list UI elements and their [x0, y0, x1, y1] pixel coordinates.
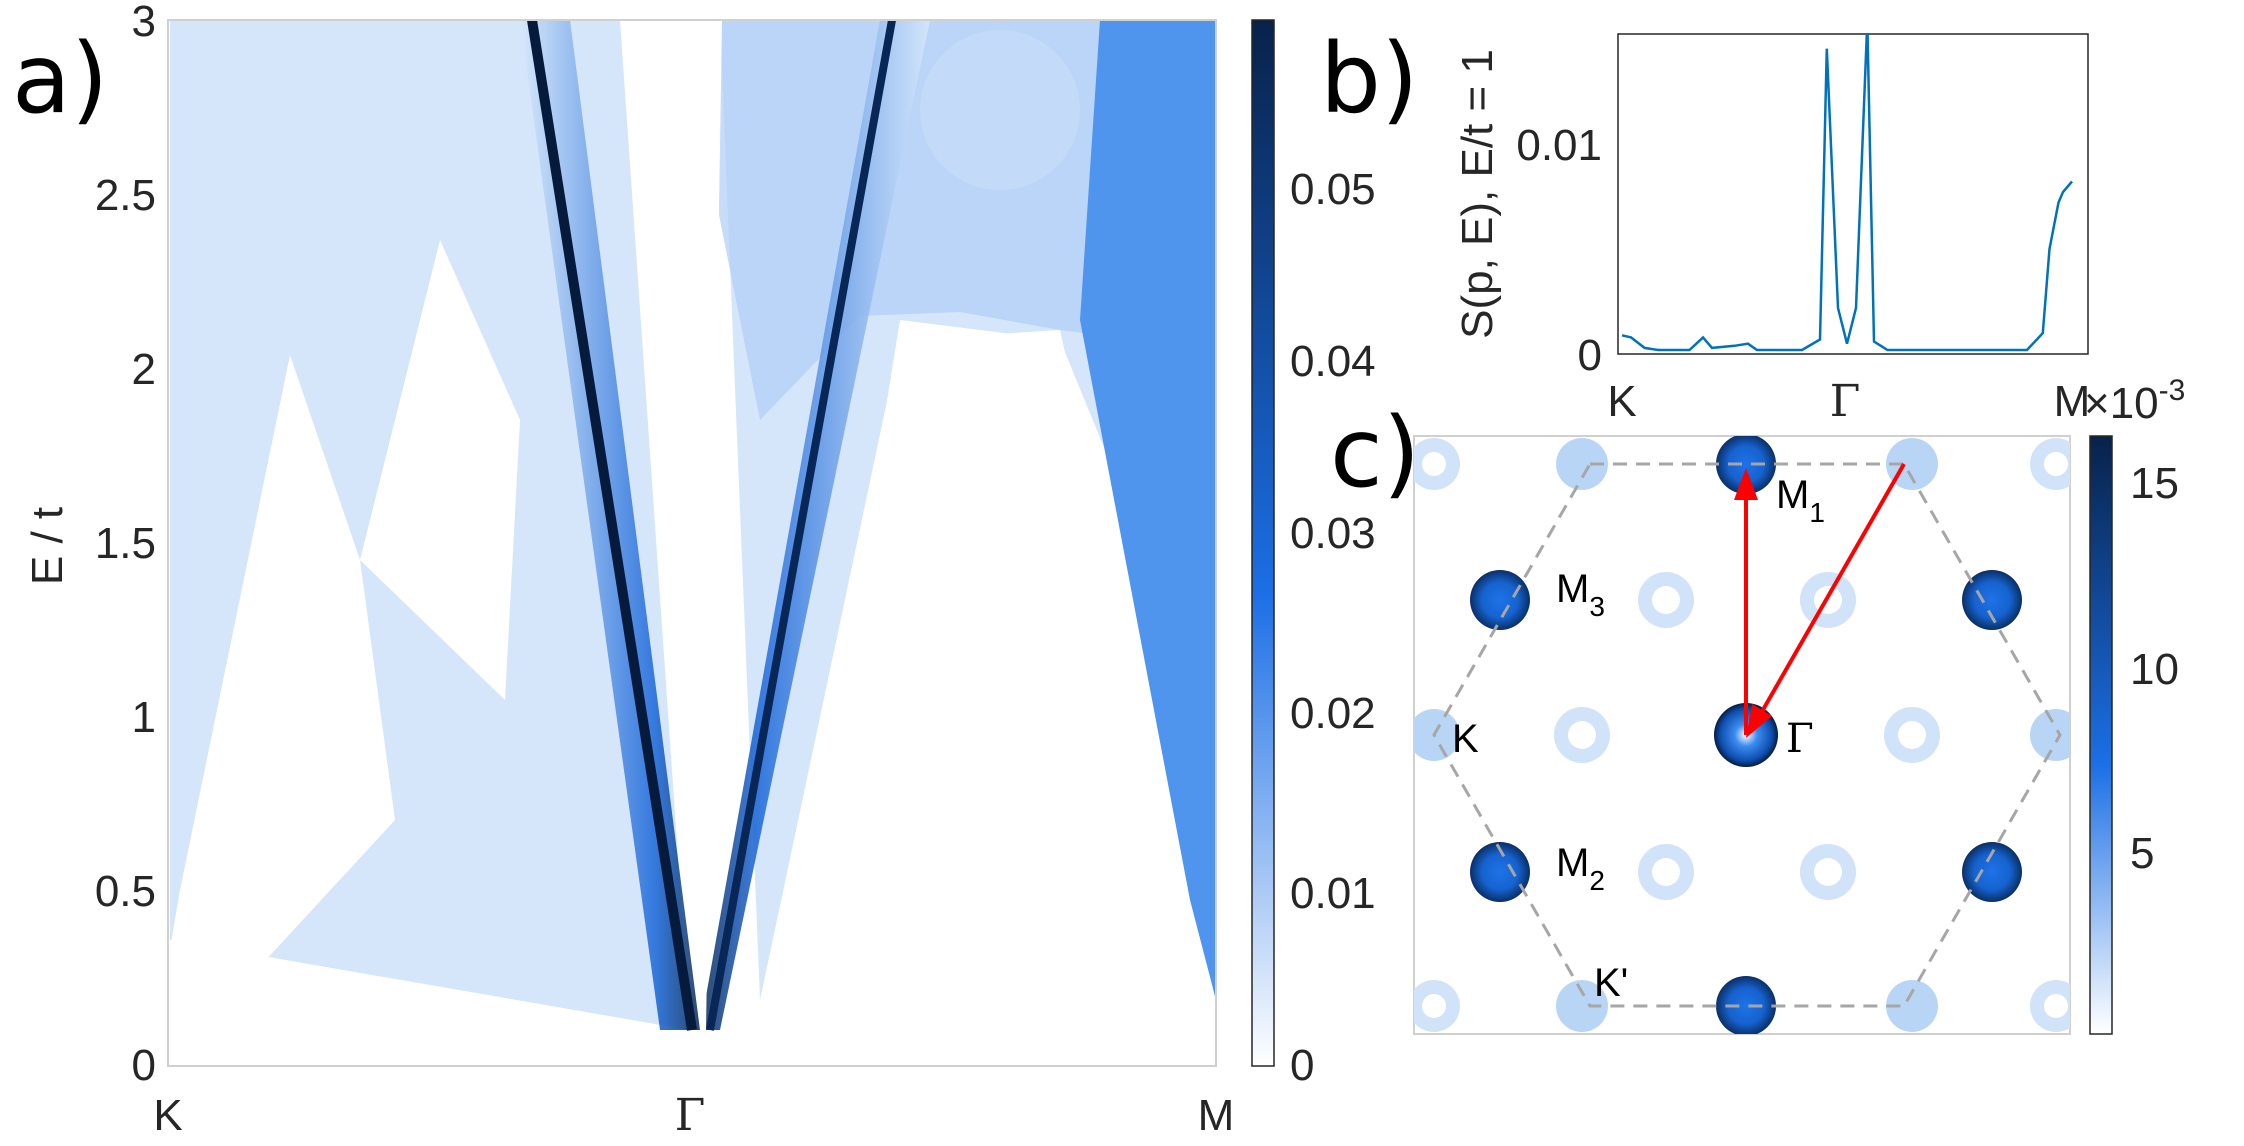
panel-a-colorbar: 0 0.01 0.02 0.03 0.04 0.05	[1251, 19, 1376, 1090]
label-M1: M1	[1776, 473, 1825, 528]
weak-spot-core	[1898, 721, 1926, 749]
panel-a-ytick-4: 2	[132, 345, 156, 394]
label-M2: M2	[1556, 841, 1605, 896]
panel-a-x-ticks: K Γ M	[153, 1090, 1234, 1141]
panel-c-map	[1414, 436, 2070, 1034]
panel-c-labels: M1 M3 M2 K K' Γ	[1452, 473, 1825, 1005]
gamma-column	[680, 20, 722, 1030]
panel-b-ytick-1: 0.01	[1516, 121, 1602, 170]
panel-a-colorbar-bar	[1251, 19, 1275, 1067]
label-Kp: K'	[1594, 961, 1628, 1005]
panel-b-series-line	[1621, 34, 2073, 352]
weak-spot-core	[1422, 452, 1446, 476]
panel-a-cbtick-4: 0.04	[1290, 337, 1376, 386]
hole-right	[780, 320, 1216, 1066]
panel-a-letter: a)	[12, 23, 108, 135]
arrow-gamma-Kp-head	[1746, 704, 1772, 738]
weak-spot-core	[1422, 994, 1446, 1018]
panel-c-colorbar: 5 10 15 ×10-3	[2084, 374, 2185, 1035]
weak-spot-core	[2044, 994, 2068, 1018]
label-Gamma: Γ	[1786, 716, 1814, 762]
arrow-gamma-M1-head	[1734, 468, 1758, 500]
panel-b-letter: b)	[1320, 23, 1418, 135]
weak-spot-core	[1814, 858, 1842, 886]
strong-spot-right-lower	[1962, 842, 2022, 902]
panel-c-arrows	[1734, 463, 1906, 738]
panel-a-ytick-0: 0	[132, 1041, 156, 1090]
panel-a-ytick-1: 0.5	[95, 867, 156, 916]
strong-spot-M1-top	[1716, 436, 1776, 494]
panel-c-colorbar-bar	[2089, 435, 2113, 1035]
panel-c-colorbar-exponent: ×10-3	[2084, 374, 2185, 428]
panel-a-cbtick-0: 0	[1290, 1041, 1314, 1090]
weak-spot	[2030, 709, 2070, 761]
panel-a-xtick-Gamma: Γ	[675, 1090, 706, 1141]
strong-spot-M2	[1470, 842, 1530, 902]
panel-b: b) 0 0.01 S(p, E), E/t = 1 K Γ M	[1320, 23, 2090, 427]
panel-b-y-ticks: 0 0.01	[1516, 121, 1602, 380]
continuum-stripe-right	[1080, 20, 1216, 1000]
panel-a-ytick-2: 1	[132, 693, 156, 742]
weak-spot-core	[1652, 586, 1680, 614]
strong-spot-M3	[1470, 570, 1530, 630]
band-right-core	[706, 20, 896, 1031]
panel-a-heatmap	[168, 20, 1216, 1066]
panel-c-cbtick-10: 10	[2130, 645, 2179, 694]
panel-b-xtick-Gamma: Γ	[1830, 376, 1861, 427]
panel-b-x-ticks: K Γ M	[1607, 376, 2090, 427]
weak-spot	[1414, 709, 1460, 761]
weak-spot	[1886, 438, 1938, 490]
panel-c-cbtick-15: 15	[2130, 459, 2179, 508]
panel-a-cbtick-1: 0.01	[1290, 869, 1376, 918]
heatmap-bubble	[920, 30, 1080, 190]
strong-spot-bottom	[1716, 976, 1776, 1034]
strong-spot-right-upper	[1962, 570, 2022, 630]
label-M3: M3	[1556, 567, 1605, 622]
panel-a-axes-frame	[167, 19, 1217, 1067]
panel-a-ytick-3: 1.5	[95, 519, 156, 568]
panel-a-xtick-M: M	[1198, 1091, 1235, 1140]
weak-spot	[1556, 438, 1608, 490]
weak-spot-core	[1568, 721, 1596, 749]
panel-a-ytick-6: 3	[132, 0, 156, 46]
panel-c: c)	[1330, 374, 2185, 1035]
weak-spot	[1886, 980, 1938, 1032]
panel-a-cbtick-3: 0.03	[1290, 509, 1376, 558]
panel-a-xtick-K: K	[153, 1091, 182, 1140]
panel-a-ytick-5: 2.5	[95, 171, 156, 220]
panel-c-letter: c)	[1330, 397, 1420, 509]
panel-b-xtick-M: M	[2054, 377, 2091, 426]
weak-spot-core	[1652, 858, 1680, 886]
panel-b-ylabel: S(p, E), E/t = 1	[1453, 49, 1502, 339]
panel-a-cbtick-2: 0.02	[1290, 689, 1376, 738]
label-K: K	[1452, 717, 1479, 761]
panel-b-plot	[1621, 34, 2073, 352]
band-left-core	[527, 20, 697, 1031]
panel-a: a) 0 0.5 1	[12, 0, 1376, 1141]
hole-left-2	[360, 240, 520, 700]
hole-left-1	[168, 355, 395, 1066]
brillouin-zone-hexagon	[1432, 462, 2062, 1008]
panel-b-xtick-K: K	[1607, 377, 1636, 426]
panel-b-ytick-0: 0	[1578, 331, 1602, 380]
panel-c-cbtick-5: 5	[2130, 829, 2154, 878]
weak-spot-core	[2044, 452, 2068, 476]
arrow-gamma-Kp	[1754, 463, 1906, 723]
panel-a-cbtick-5: 0.05	[1290, 165, 1376, 214]
panel-c-weak-spots	[1414, 438, 2070, 1032]
panel-a-y-ticks: 0 0.5 1 1.5 2 2.5 3	[95, 0, 156, 1090]
panel-b-axes-frame	[1617, 33, 2089, 355]
weak-spot	[1556, 980, 1608, 1032]
panel-a-ylabel: E / t	[23, 507, 72, 585]
